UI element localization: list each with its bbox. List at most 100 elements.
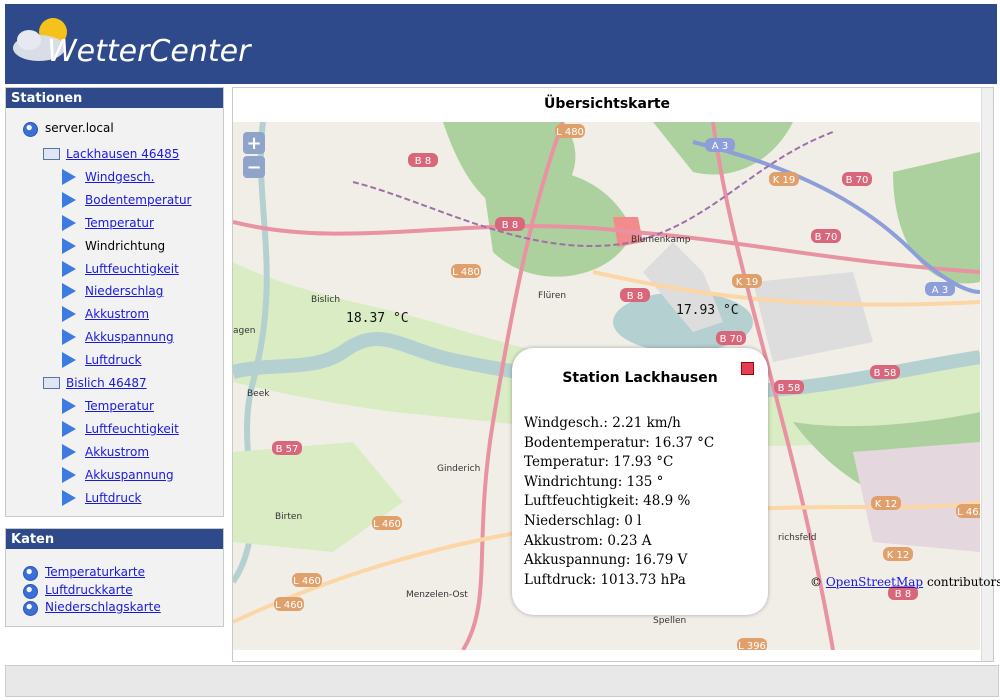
- attribution-prefix: ©: [810, 575, 822, 589]
- road-label-bg: [888, 586, 918, 600]
- maps-panel: Katen: [5, 528, 224, 627]
- town: [853, 442, 980, 552]
- tree-link[interactable]: Lackhausen 46485: [66, 147, 180, 161]
- popup-line: Niederschlag: 0 l: [524, 513, 642, 529]
- stations-panel: Stationen: [5, 87, 224, 517]
- road-label: L 480: [452, 267, 480, 278]
- arrow-icon: [62, 260, 76, 277]
- station-popup: Station Lackhausen Windgesch.: 2.21 km/h…: [512, 348, 768, 615]
- road-label-bg: [705, 138, 735, 152]
- tree-link[interactable]: Akkustrom: [85, 307, 150, 322]
- tree-link[interactable]: Windgesch.: [85, 169, 155, 184]
- place-label: Ginderich: [437, 464, 480, 474]
- place-label: Beek: [247, 389, 270, 399]
- arrow-icon: [62, 489, 76, 506]
- arrow-icon: [62, 237, 76, 254]
- road-label: B 70: [815, 232, 838, 243]
- road: [233, 220, 980, 274]
- road-label-bg: [372, 516, 402, 530]
- place-label: agen: [233, 326, 255, 336]
- zoom-in-button[interactable]: [243, 132, 265, 154]
- app-title: WetterCenter: [47, 34, 251, 69]
- temperature-marker[interactable]: 18.37 °C: [346, 311, 409, 326]
- forest: [893, 152, 980, 284]
- road-label-bg: [769, 172, 799, 186]
- road-label-bg: [871, 496, 901, 510]
- road-label-bg: [292, 573, 322, 587]
- tree-link[interactable]: Temperatur: [85, 215, 154, 230]
- tree-link[interactable]: Luftdruck: [85, 490, 142, 505]
- popup-line: Akkustrom: 0.23 A: [524, 532, 652, 549]
- tree-link[interactable]: Bislich 46487: [66, 376, 147, 390]
- road-label-bg: [732, 274, 762, 288]
- motorway: [692, 140, 980, 294]
- place-label: Bislich: [311, 295, 340, 305]
- road-label: K 12: [887, 550, 909, 561]
- globe-icon: [23, 566, 38, 581]
- tree-link[interactable]: Akkuspannung: [85, 330, 174, 345]
- road-label: B 8: [502, 220, 518, 231]
- popup-line: Luftdruck: 1013.73 hPa: [524, 571, 686, 588]
- town: [753, 272, 873, 362]
- tree-text: server.local: [45, 121, 114, 135]
- place-label: Birten: [275, 512, 302, 522]
- tree-link[interactable]: Bodentemperatur: [85, 192, 192, 207]
- tree-link[interactable]: Luftdruck: [85, 353, 142, 368]
- road-label-bg: [620, 288, 650, 302]
- road-label-bg: [774, 380, 804, 394]
- road: [711, 122, 835, 650]
- tree-link[interactable]: Niederschlagskarte: [45, 600, 161, 614]
- attribution: © OpenStreetMap contributors: [810, 575, 1000, 589]
- zoom-out-button[interactable]: [243, 156, 265, 178]
- arrow-icon: [62, 352, 76, 369]
- road-label-bg: [555, 124, 585, 138]
- panel-title: Stationen: [6, 88, 223, 108]
- road-label-bg: [451, 264, 481, 278]
- tree-link[interactable]: Niederschlag: [85, 284, 164, 299]
- road-label-bg: [408, 153, 438, 167]
- road-label: B 57: [276, 444, 299, 455]
- road-label-bg: [925, 282, 955, 296]
- road-label-bg: [274, 597, 304, 611]
- arrow-icon: [62, 397, 76, 414]
- town: [643, 242, 723, 332]
- road-label-bg: [870, 365, 900, 379]
- place-label: richsfeld: [778, 533, 816, 543]
- road-label: L 463: [957, 507, 980, 518]
- arrow-icon: [62, 191, 76, 208]
- popup-close[interactable]: [741, 362, 754, 375]
- road-label: A 3: [932, 285, 948, 296]
- road-label: K 19: [773, 175, 795, 186]
- arrow-icon: [62, 306, 76, 323]
- attribution-suffix: contributors: [926, 575, 1000, 589]
- tree-link[interactable]: Luftdruckkarte: [45, 582, 133, 597]
- zoom-in-label: +: [246, 133, 261, 154]
- popup-line: Temperatur: 17.93 °C: [524, 454, 674, 471]
- scrollbar[interactable]: [981, 88, 993, 661]
- tree-link[interactable]: Akkuspannung: [85, 467, 174, 482]
- road-label-bg: [811, 229, 841, 243]
- arrow-icon: [62, 466, 76, 483]
- tree-link[interactable]: Temperatur: [85, 398, 154, 413]
- globe-icon: [23, 583, 38, 599]
- place-label: Flüren: [538, 291, 566, 301]
- globe-icon: [23, 122, 38, 137]
- tree-link[interactable]: Luftfeuchtigkeit: [85, 261, 179, 276]
- tree-link[interactable]: Luftfeuchtigkeit: [85, 421, 179, 436]
- road-label: L 460: [293, 576, 321, 587]
- arrow-icon: [62, 420, 76, 437]
- popup-line: Akkuspannung: 16.79 V: [524, 552, 688, 569]
- tree-link[interactable]: Akkustrom: [85, 444, 150, 459]
- popup-title: Station Lackhausen: [562, 370, 718, 386]
- popup-line: Bodentemperatur: 16.37 °C: [524, 434, 715, 451]
- attribution-link[interactable]: OpenStreetMap: [825, 575, 924, 589]
- road-label: B 70: [846, 175, 869, 186]
- farmland: [233, 442, 403, 552]
- road-label-bg: [956, 504, 980, 518]
- temperature-marker[interactable]: 17.93 °C: [676, 303, 739, 318]
- road-label: A 3: [712, 141, 728, 152]
- arrow-icon: [62, 443, 76, 460]
- road-label: B 70: [720, 334, 743, 345]
- tree-link[interactable]: Temperaturkarte: [45, 565, 146, 579]
